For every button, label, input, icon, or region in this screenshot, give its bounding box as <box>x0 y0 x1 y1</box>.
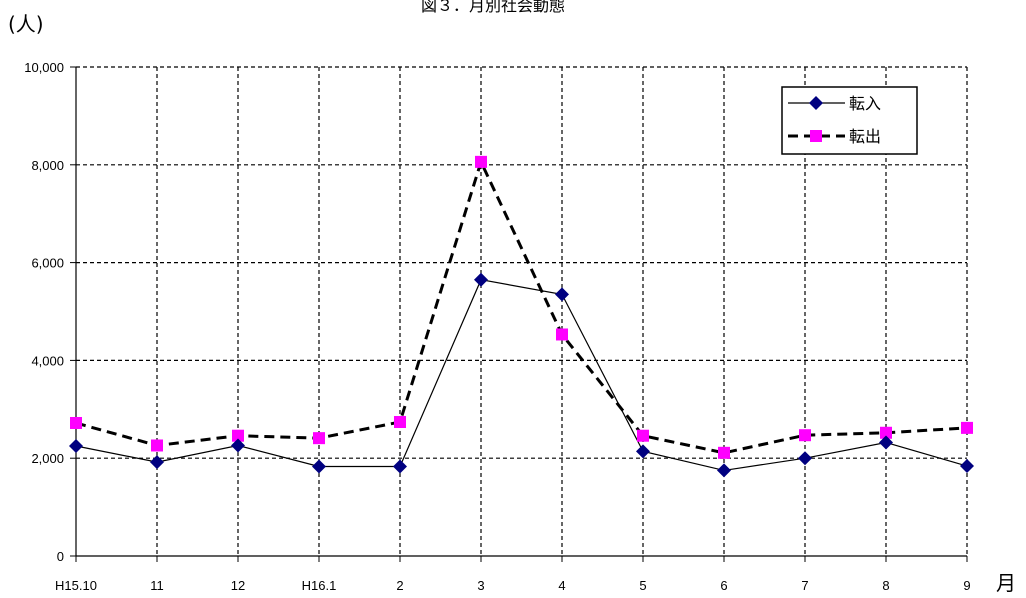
y-tick-label: 2,000 <box>31 451 64 466</box>
data-point-series-1 <box>313 432 325 445</box>
x-tick-label: 2 <box>396 578 403 593</box>
y-tick-label: 0 <box>57 549 64 564</box>
chart-title: 図３．月別社会動態 <box>421 0 565 15</box>
legend: 転入 転出 <box>781 86 918 155</box>
x-tick-label: 3 <box>477 578 484 593</box>
x-tick-label: 9 <box>963 578 970 593</box>
x-tick-labels: H15.10 11 12 H16.1 2 3 4 5 6 7 8 9 <box>55 578 971 593</box>
data-point-series-0 <box>636 444 650 459</box>
x-tick-label: H16.1 <box>302 578 337 593</box>
legend-label-series-0: 転入 <box>849 94 881 113</box>
x-tick-label: 5 <box>639 578 646 593</box>
data-point-series-1 <box>232 429 244 442</box>
data-point-series-0 <box>69 438 83 453</box>
series-line-1 <box>75 157 968 455</box>
y-axis-unit: (人) <box>8 12 44 36</box>
y-tick-labels: 0 2,000 4,000 6,000 8,000 10,000 <box>24 60 64 564</box>
data-point-series-0 <box>312 459 326 474</box>
y-tick-label: 6,000 <box>31 256 64 271</box>
x-tick-label: 11 <box>150 578 164 593</box>
data-point-series-0 <box>879 435 893 450</box>
x-tick-label: H15.10 <box>55 578 97 593</box>
x-tick-label: 4 <box>558 578 565 593</box>
y-tick-label: 10,000 <box>24 60 64 75</box>
axes <box>70 66 968 562</box>
y-tick-label: 4,000 <box>31 353 64 368</box>
data-point-series-0 <box>555 287 569 302</box>
legend-marker-series-0 <box>809 96 823 110</box>
x-axis-unit: 月 <box>996 571 1016 595</box>
x-tick-label: 8 <box>882 578 889 593</box>
legend-box <box>781 86 918 155</box>
data-point-series-1 <box>880 426 892 439</box>
data-point-series-1 <box>637 429 649 442</box>
series-layer <box>69 155 974 478</box>
data-point-series-0 <box>231 438 245 453</box>
y-tick-label: 8,000 <box>31 158 64 173</box>
x-tick-label: 12 <box>231 578 245 593</box>
series-line-0 <box>75 279 968 472</box>
legend-marker-series-1 <box>810 130 822 142</box>
data-point-series-1 <box>961 421 973 434</box>
data-point-series-1 <box>70 416 82 429</box>
legend-label-series-1: 転出 <box>849 127 881 146</box>
grid <box>76 66 968 556</box>
data-point-series-0 <box>717 463 731 478</box>
data-point-series-1 <box>556 328 568 341</box>
data-point-series-1 <box>151 439 163 452</box>
data-point-series-0 <box>474 272 488 287</box>
data-point-series-0 <box>393 459 407 474</box>
data-point-series-0 <box>798 451 812 466</box>
data-point-series-0 <box>150 455 164 470</box>
data-point-series-1 <box>394 416 406 429</box>
data-point-series-1 <box>475 155 487 168</box>
data-point-series-1 <box>799 429 811 442</box>
x-tick-label: 6 <box>720 578 727 593</box>
data-point-series-1 <box>718 446 730 459</box>
x-tick-label: 7 <box>801 578 808 593</box>
data-point-series-0 <box>960 459 974 474</box>
